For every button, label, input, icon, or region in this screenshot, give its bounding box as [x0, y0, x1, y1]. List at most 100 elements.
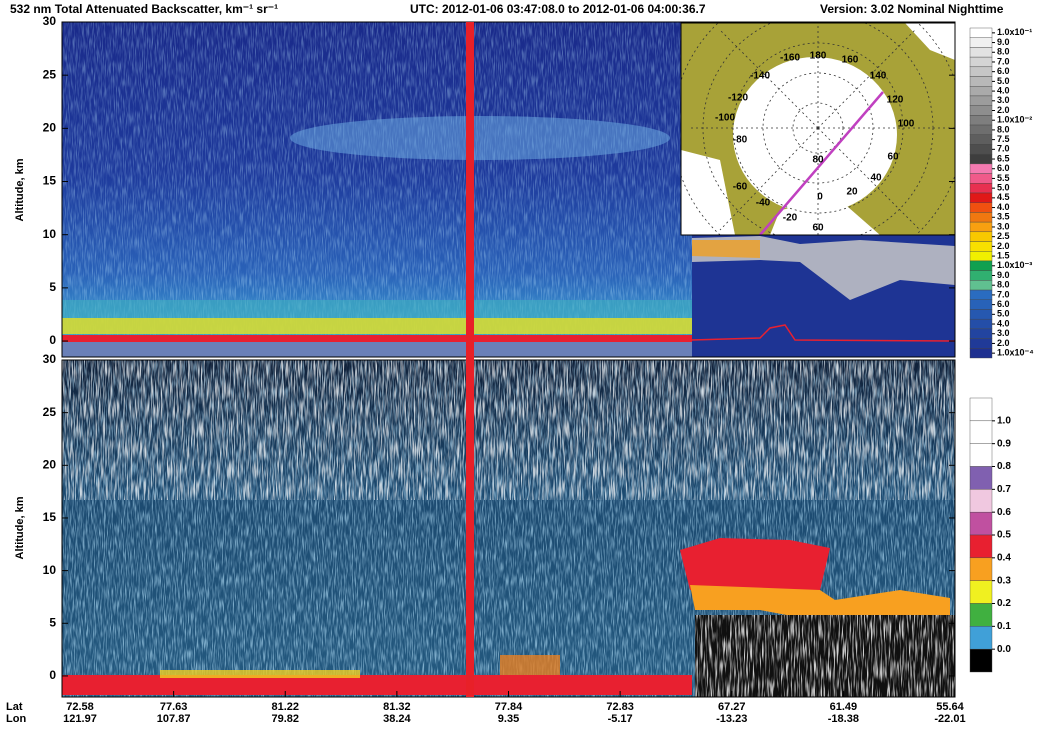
- location-marker: [466, 22, 474, 697]
- colorbar-label: 2.0: [997, 105, 1010, 115]
- colorbar-label: 0.9: [997, 438, 1011, 449]
- colorbar-swatch: [970, 398, 992, 421]
- colorbar-swatch: [970, 96, 992, 106]
- map-label: 80: [812, 155, 824, 166]
- y-axis-title: Altitude, km: [14, 158, 26, 221]
- colorbar-label: 3.5: [997, 212, 1010, 222]
- lon-tick-label: 79.82: [271, 713, 299, 725]
- colorbar-swatch: [970, 106, 992, 116]
- lat-tick-label: 77.63: [160, 701, 188, 713]
- cirrus-layer: [290, 116, 670, 160]
- colorbar-swatch: [970, 77, 992, 87]
- colorbar-swatch: [970, 193, 992, 203]
- colorbar-label: 5.0: [997, 183, 1010, 193]
- colorbar-label: 9.0: [997, 37, 1010, 47]
- colorbar-label: 3.0: [997, 328, 1010, 338]
- map-label: 60: [812, 223, 824, 234]
- colorbar-swatch: [970, 174, 992, 184]
- colorbar-label: 6.0: [997, 66, 1010, 76]
- surface-layer: [62, 318, 692, 334]
- colorbar-label: 9.0: [997, 270, 1010, 280]
- y-tick-label: 10: [43, 227, 57, 241]
- map-label: -60: [733, 182, 748, 193]
- colorbar-label: 7.0: [997, 56, 1010, 66]
- colorbar-label: 0.3: [997, 575, 1011, 586]
- lat-tick-label: 55.64: [936, 701, 964, 713]
- map-label: 140: [870, 71, 887, 82]
- y-tick-label: 0: [49, 668, 56, 682]
- colorbar-swatch: [970, 261, 992, 271]
- noise: [62, 360, 955, 500]
- colorbar-swatch: [970, 115, 992, 125]
- y-axis-title: Altitude, km: [14, 496, 26, 559]
- colorbar-swatch: [970, 300, 992, 310]
- colorbar-swatch: [970, 154, 992, 164]
- colorbar-swatch: [970, 232, 992, 242]
- lat-tick-label: 81.32: [383, 701, 411, 713]
- map-label: 40: [870, 173, 882, 184]
- colorbar-swatch: [970, 28, 992, 38]
- map-label: -160: [780, 53, 800, 64]
- colorbar-swatch: [970, 444, 992, 467]
- colorbar-label: 1.0: [997, 415, 1011, 426]
- colorbar-swatch: [970, 467, 992, 490]
- colorbar-label: 0.2: [997, 598, 1011, 609]
- colorbar-label: 2.0: [997, 338, 1010, 348]
- colorbar-label: 1.0x10⁻²: [997, 115, 1032, 125]
- colorbar-label: 6.0: [997, 163, 1010, 173]
- lon-tick-label: 9.35: [498, 713, 519, 725]
- colorbar-label: 0.8: [997, 461, 1011, 472]
- chart-subtitle: UTC: 2012-01-06 03:47:08.0 to 2012-01-06…: [410, 2, 706, 16]
- depolarization-panel: [62, 360, 955, 697]
- lat-tick-label: 72.58: [66, 701, 94, 713]
- colorbar-swatch: [970, 626, 992, 649]
- lon-tick-label: 38.24: [383, 713, 411, 725]
- colorbar-swatch: [970, 183, 992, 193]
- colorbar-label: 1.0x10⁻¹: [997, 27, 1032, 37]
- colorbar-swatch: [970, 203, 992, 213]
- lat-tick-label: 72.83: [606, 701, 634, 713]
- colorbar-swatch: [970, 421, 992, 444]
- map-label: 60: [887, 152, 899, 163]
- y-tick-label: 30: [43, 14, 57, 28]
- map-label: -100: [715, 113, 735, 124]
- colorbar-swatch: [970, 339, 992, 349]
- colorbar-swatch: [970, 222, 992, 232]
- map-label: 100: [898, 119, 915, 130]
- colorbar-swatch: [970, 329, 992, 339]
- colorbar-swatch: [970, 280, 992, 290]
- colorbar-label: 7.0: [997, 289, 1010, 299]
- colorbar-swatch: [970, 125, 992, 135]
- surface-layer: [160, 670, 360, 678]
- map-label: -80: [733, 135, 748, 146]
- colorbar-label: 3.0: [997, 95, 1010, 105]
- colorbar-swatch: [970, 290, 992, 300]
- colorbar-label: 6.0: [997, 299, 1010, 309]
- colorbar-swatch: [970, 57, 992, 67]
- y-tick-label: 5: [49, 280, 56, 294]
- colorbar-label: 7.0: [997, 144, 1010, 154]
- map-label: -20: [783, 213, 798, 224]
- lon-tick-label: -13.23: [716, 713, 747, 725]
- colorbar-swatch: [970, 164, 992, 174]
- colorbar-label: 8.0: [997, 47, 1010, 57]
- y-tick-label: 20: [43, 121, 57, 135]
- colorbar-label: 6.5: [997, 153, 1010, 163]
- colorbar-label: 0.0: [997, 644, 1011, 655]
- map-label: 20: [846, 187, 858, 198]
- colorbar-label: 5.5: [997, 173, 1010, 183]
- chart: -160180160-140140-120120-100100-808060-6…: [0, 0, 1054, 731]
- colorbar-label: 5.0: [997, 309, 1010, 319]
- colorbar-swatch: [970, 512, 992, 535]
- colorbar-swatch: [970, 271, 992, 281]
- lon-tick-label: -5.17: [608, 713, 633, 725]
- colorbar-swatch: [970, 309, 992, 319]
- colorbar-label: 5.0: [997, 76, 1010, 86]
- surface-layer: [62, 675, 692, 695]
- version: Version: 3.02 Nominal Nighttime: [820, 2, 1004, 16]
- y-tick-label: 15: [43, 510, 57, 524]
- colorbar-label: 4.0: [997, 318, 1010, 328]
- lon-tick-label: 121.97: [63, 713, 97, 725]
- colorbar-swatch: [970, 604, 992, 627]
- colorbar-swatch: [970, 649, 992, 672]
